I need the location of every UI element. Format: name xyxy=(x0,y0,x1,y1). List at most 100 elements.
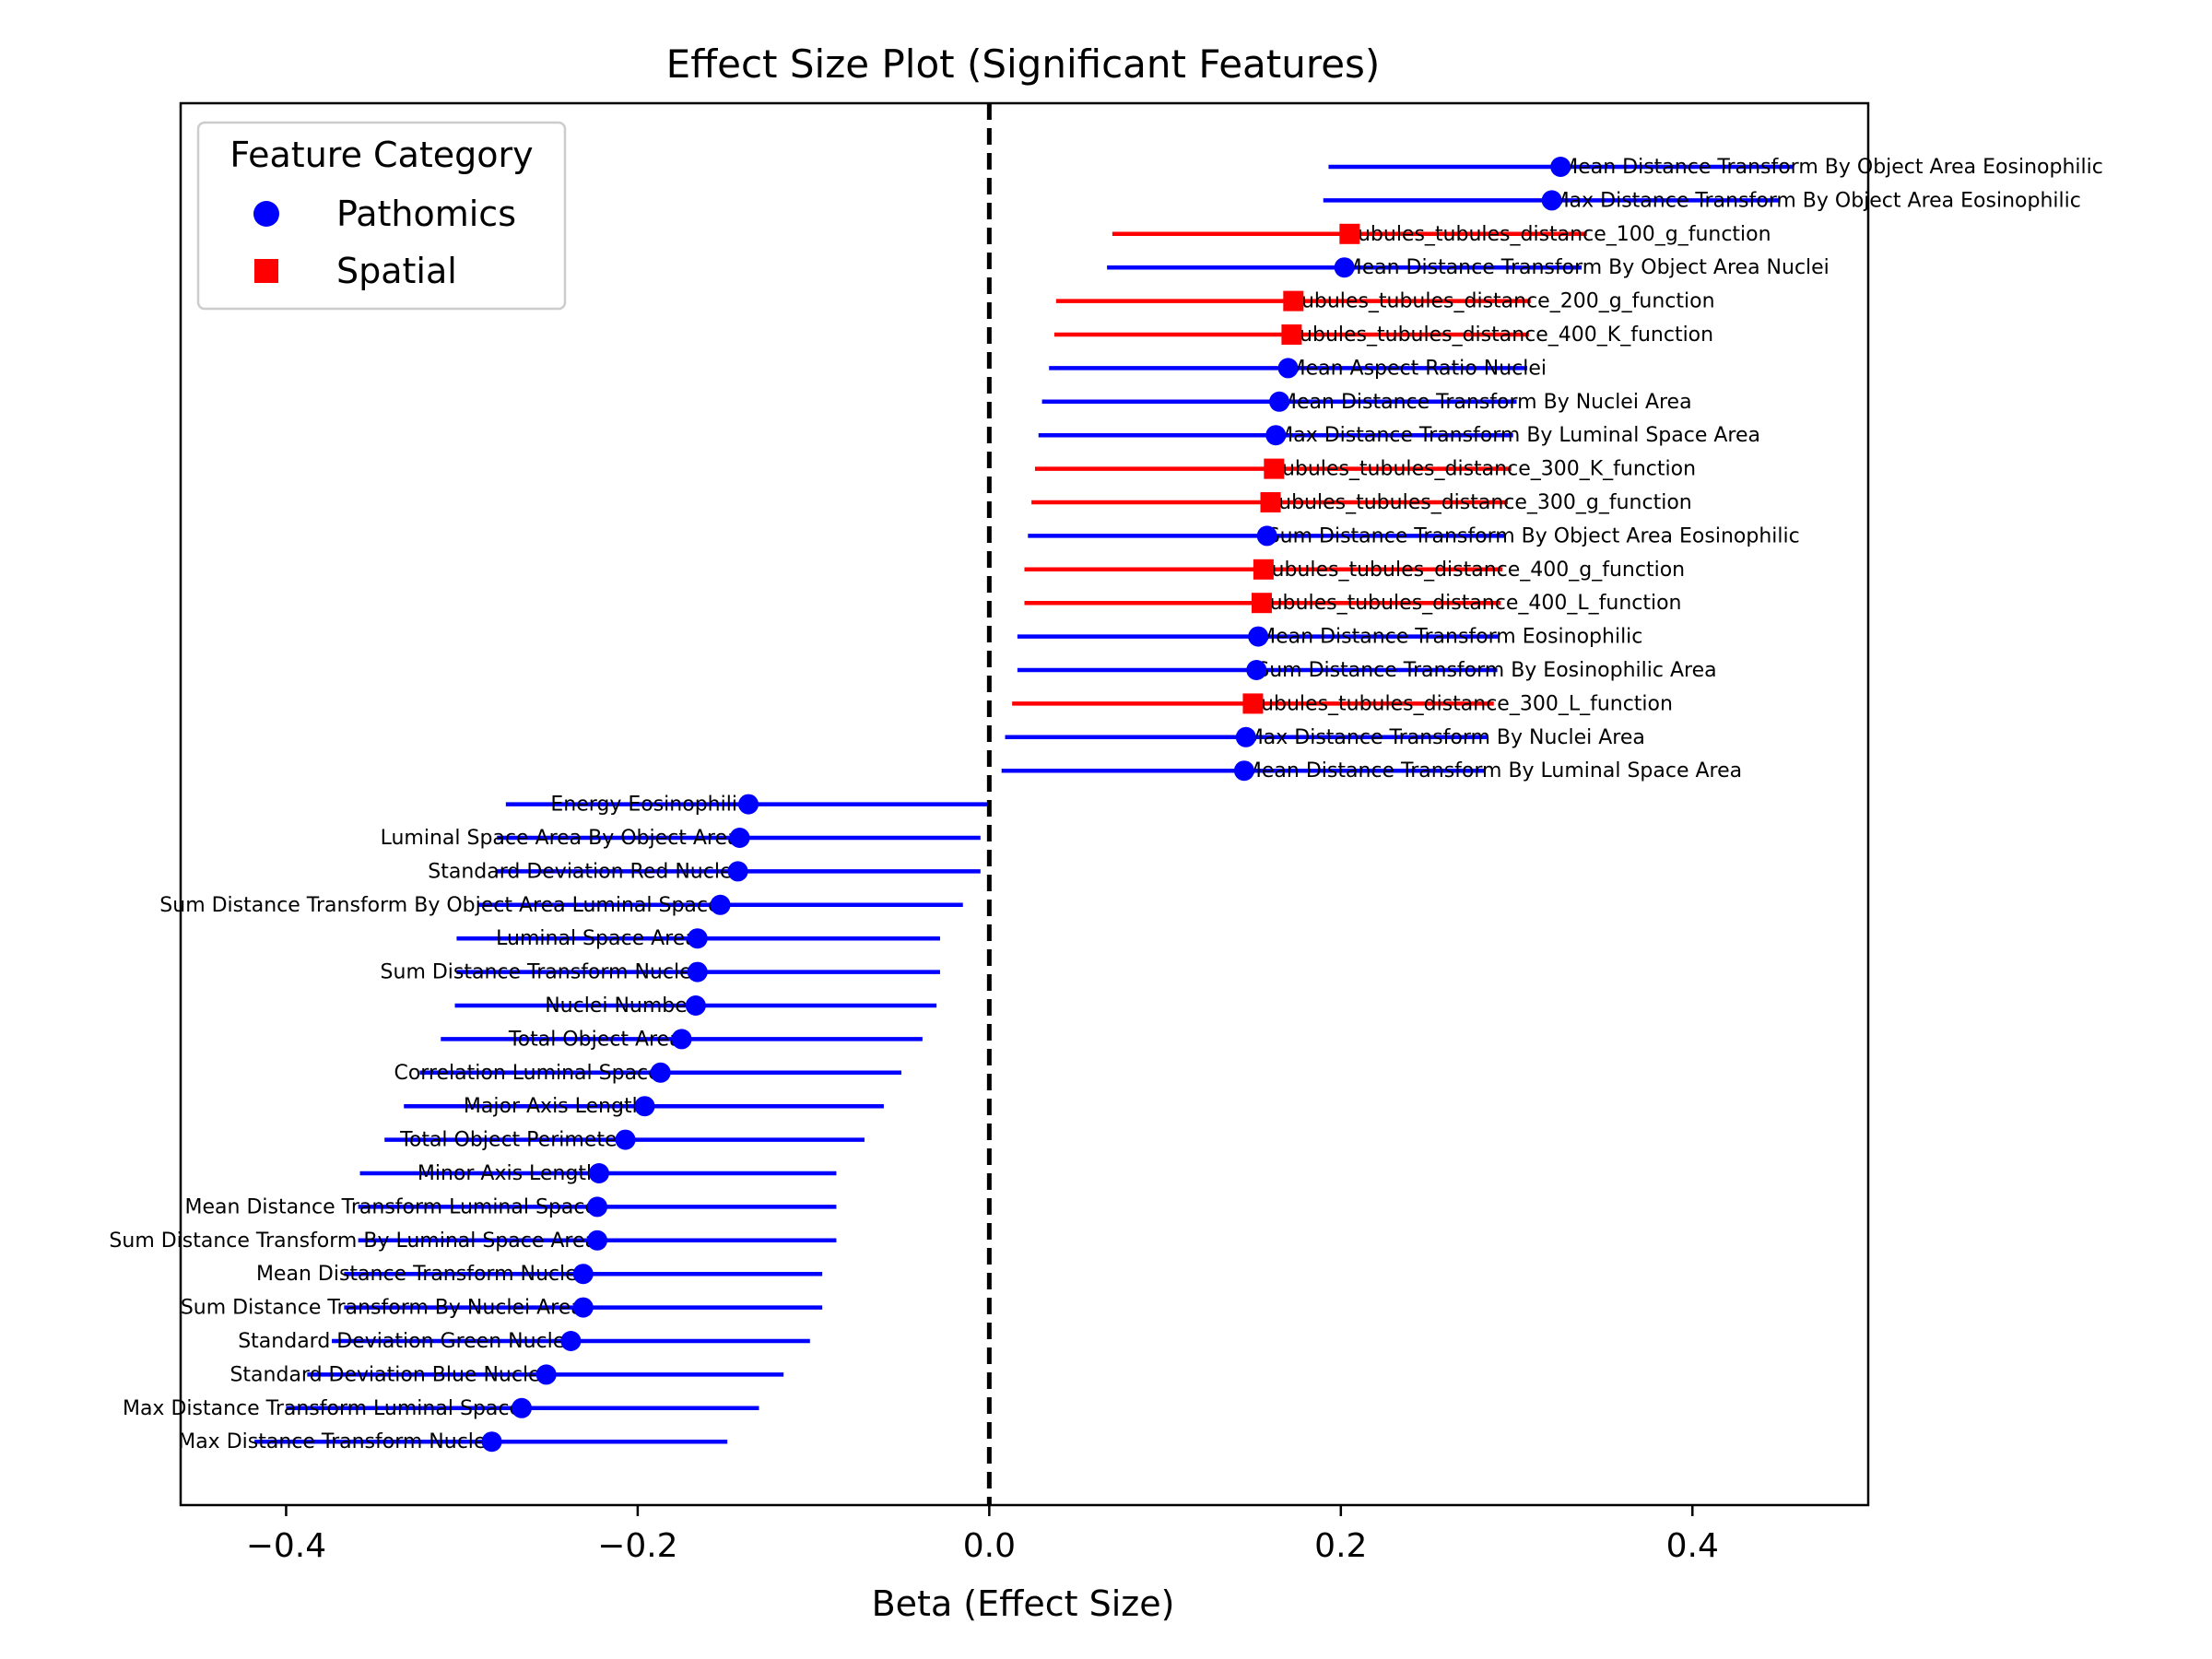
pathomics-marker xyxy=(650,1062,671,1083)
data-point-group: Standard Deviation Green Nuclei xyxy=(238,1330,810,1353)
pathomics-marker xyxy=(572,1264,594,1285)
feature-label: tubules_tubules_distance_400_g_function xyxy=(1264,559,1685,582)
pathomics-marker xyxy=(1248,626,1269,647)
x-tick-label: 0.2 xyxy=(1314,1527,1367,1565)
data-point-group: Standard Deviation Blue Nuclei xyxy=(229,1363,784,1386)
legend-pathomics-marker xyxy=(253,201,279,227)
feature-label: Standard Deviation Red Nuclei xyxy=(428,860,737,883)
data-point-group: Mean Distance Transform By Object Area N… xyxy=(1107,256,1830,279)
data-point-group: tubules_tubules_distance_400_L_function xyxy=(1024,592,1682,615)
feature-label: Sum Distance Transform Nuclei xyxy=(381,961,698,984)
pathomics-marker xyxy=(1233,760,1254,782)
x-tick-label: −0.2 xyxy=(597,1527,677,1565)
feature-label: Total Object Perimeter xyxy=(399,1129,626,1152)
data-point-group: tubules_tubules_distance_400_g_function xyxy=(1024,559,1685,582)
data-point-group: Minor Axis Length xyxy=(359,1162,837,1185)
data-point-group: Energy Eosinophilic xyxy=(505,794,992,817)
data-point-group: Total Object Area xyxy=(441,1028,923,1051)
data-point-group: tubules_tubules_distance_400_K_function xyxy=(1053,324,1713,347)
pathomics-marker xyxy=(512,1397,533,1418)
spatial-marker xyxy=(1283,290,1304,312)
plot-area: Mean Distance Transform By Object Area E… xyxy=(109,103,2103,1505)
data-point-group: Major Axis Length xyxy=(404,1095,884,1118)
pathomics-marker xyxy=(535,1364,557,1385)
feature-label: Max Distance Transform Luminal Space xyxy=(123,1397,522,1420)
pathomics-marker xyxy=(587,1230,608,1251)
legend-entry-label: Pathomics xyxy=(336,194,516,234)
feature-label: tubules_tubules_distance_100_g_function xyxy=(1349,223,1771,246)
feature-label: tubules_tubules_distance_300_g_function xyxy=(1271,491,1692,514)
pathomics-marker xyxy=(588,1163,609,1183)
pathomics-marker xyxy=(587,1196,608,1218)
feature-label: Mean Distance Transform By Object Area E… xyxy=(1560,156,2103,179)
data-point-group: Mean Aspect Ratio Nuclei xyxy=(1049,357,1547,380)
data-point-group: Max Distance Transform Luminal Space xyxy=(123,1397,759,1420)
pathomics-marker xyxy=(1541,190,1562,211)
spatial-marker xyxy=(1242,693,1264,714)
feature-label: Mean Aspect Ratio Nuclei xyxy=(1288,357,1547,380)
pathomics-marker xyxy=(481,1431,502,1453)
feature-label: Mean Distance Transform Eosinophilic xyxy=(1258,626,1642,649)
feature-label: Mean Distance Transform By Nuclei Area xyxy=(1279,391,1692,414)
spatial-marker xyxy=(1339,223,1360,244)
pathomics-marker xyxy=(1265,425,1287,446)
data-point-group: Total Object Perimeter xyxy=(384,1129,865,1152)
legend-entry-label: Spatial xyxy=(336,251,457,291)
pathomics-marker xyxy=(615,1129,636,1150)
data-point-group: Max Distance Transform By Object Area Eo… xyxy=(1323,189,2081,212)
feature-label: Luminal Space Area By Object Area xyxy=(381,827,740,850)
feature-label: Correlation Luminal Space xyxy=(394,1062,660,1085)
pathomics-marker xyxy=(710,894,731,915)
pathomics-marker xyxy=(727,861,748,882)
feature-label: Major Axis Length xyxy=(464,1095,645,1118)
legend: Feature Category Pathomics Spatial xyxy=(196,121,567,311)
data-point-group: tubules_tubules_distance_300_g_function xyxy=(1031,491,1692,514)
data-point-group: Max Distance Transform By Nuclei Area xyxy=(1005,726,1645,749)
pathomics-marker xyxy=(1246,660,1267,680)
pathomics-marker xyxy=(1550,157,1571,177)
data-point-group: Sum Distance Transform By Object Area Lu… xyxy=(159,894,963,917)
data-point-group: Mean Distance Transform Luminal Space xyxy=(185,1195,837,1218)
pathomics-marker xyxy=(687,928,708,949)
feature-label: tubules_tubules_distance_400_L_function xyxy=(1262,592,1682,615)
pathomics-marker xyxy=(560,1331,582,1351)
feature-label: Standard Deviation Blue Nuclei xyxy=(229,1363,546,1386)
feature-label: Luminal Space Area xyxy=(496,927,698,950)
data-point-group: Max Distance Transform By Luminal Space … xyxy=(1038,424,1760,447)
feature-label: Sum Distance Transform By Luminal Space … xyxy=(109,1230,597,1253)
pathomics-marker xyxy=(634,1096,655,1117)
spatial-marker xyxy=(1251,593,1272,614)
feature-label: Mean Distance Transform By Luminal Space… xyxy=(1244,759,1742,782)
feature-label: Minor Axis Length xyxy=(418,1162,599,1185)
data-point-group: tubules_tubules_distance_100_g_function xyxy=(1112,223,1771,246)
pathomics-marker xyxy=(1256,525,1277,547)
data-point-group: Luminal Space Area xyxy=(456,927,940,950)
legend-box xyxy=(196,121,567,311)
legend-title: Feature Category xyxy=(229,135,533,175)
data-point-group: Mean Distance Transform Nuclei xyxy=(256,1263,823,1286)
spatial-marker xyxy=(1253,559,1274,580)
pathomics-marker xyxy=(1269,391,1290,412)
x-tick-label: 0.0 xyxy=(963,1527,1016,1565)
data-point-group: Standard Deviation Red Nuclei xyxy=(428,860,981,883)
data-point-group: Sum Distance Transform By Eosinophilic A… xyxy=(1017,659,1717,682)
spatial-marker xyxy=(1264,458,1285,479)
data-point-group: Sum Distance Transform Nuclei xyxy=(381,961,940,984)
feature-label: tubules_tubules_distance_200_g_function xyxy=(1293,290,1714,313)
feature-label: tubules_tubules_distance_300_L_function xyxy=(1253,692,1673,715)
data-point-group: Correlation Luminal Space xyxy=(394,1062,901,1085)
data-point-group: Sum Distance Transform By Nuclei Area xyxy=(181,1297,823,1320)
data-point-group: tubules_tubules_distance_300_K_function xyxy=(1034,458,1696,481)
x-tick-label: 0.4 xyxy=(1666,1527,1719,1565)
feature-label: Sum Distance Transform By Object Area Lu… xyxy=(159,894,720,917)
feature-label: Max Distance Transform By Nuclei Area xyxy=(1246,726,1645,749)
legend-spatial-marker xyxy=(254,259,278,283)
feature-label: Max Distance Transform Nuclei xyxy=(178,1430,491,1453)
chart-title: Effect Size Plot (Significant Features) xyxy=(666,41,1381,87)
data-point-group: Sum Distance Transform By Luminal Space … xyxy=(109,1230,837,1253)
feature-label: Max Distance Transform By Luminal Space … xyxy=(1276,424,1760,447)
pathomics-marker xyxy=(729,828,750,848)
pathomics-marker xyxy=(1334,257,1355,278)
data-point-group: Mean Distance Transform Eosinophilic xyxy=(1017,626,1642,649)
